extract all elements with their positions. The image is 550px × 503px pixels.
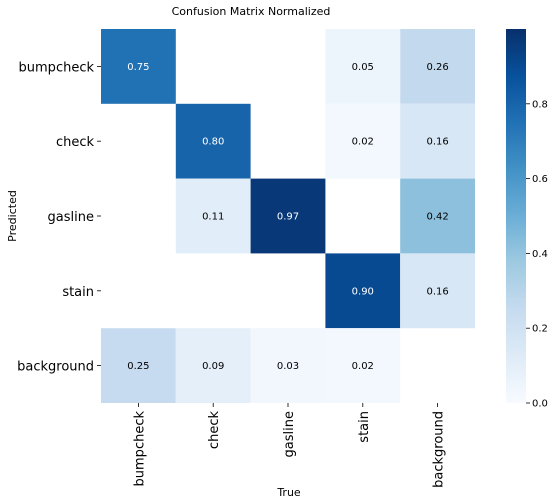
heatmap-cells bbox=[101, 29, 475, 403]
chart-title: Confusion Matrix Normalized bbox=[172, 5, 331, 18]
heatmap-cell bbox=[101, 29, 176, 104]
cell-value-label: 0.11 bbox=[202, 212, 224, 223]
heatmap-cell bbox=[175, 328, 251, 403]
x-tick-label: background bbox=[432, 411, 447, 488]
heatmap-cell bbox=[325, 29, 401, 104]
heatmap-cell bbox=[325, 103, 401, 179]
x-tick-label: check bbox=[207, 411, 222, 450]
colorbar-tick-label: 0.6 bbox=[532, 174, 548, 185]
x-tick-label: bumpcheck bbox=[132, 411, 147, 487]
cell-value-label: 0.75 bbox=[127, 62, 149, 73]
colorbar bbox=[506, 29, 526, 403]
y-axis-ticks: bumpcheck check gasline stain background bbox=[17, 60, 101, 375]
heatmap-cell bbox=[250, 328, 326, 403]
y-tick-label: check bbox=[56, 135, 95, 150]
colorbar-tick-label: 0.8 bbox=[532, 99, 548, 110]
heatmap-cell bbox=[175, 103, 251, 179]
heatmap-cell bbox=[400, 29, 475, 104]
heatmap-cell bbox=[325, 253, 401, 329]
colorbar-tick-label: 0.0 bbox=[532, 399, 548, 410]
colorbar-ticks: 0.0 0.2 0.4 0.6 0.8 bbox=[526, 99, 548, 410]
cell-value-label: 0.26 bbox=[426, 62, 448, 73]
cell-value-label: 0.90 bbox=[352, 286, 374, 297]
cell-value-label: 0.02 bbox=[352, 137, 374, 148]
cell-value-label: 0.25 bbox=[127, 361, 149, 372]
cell-value-label: 0.05 bbox=[352, 62, 374, 73]
cell-value-label: 0.42 bbox=[426, 212, 448, 223]
x-tick-label: stain bbox=[357, 411, 372, 443]
y-tick-label: stain bbox=[62, 285, 94, 300]
cell-value-label: 0.03 bbox=[277, 361, 299, 372]
y-tick-label: gasline bbox=[48, 210, 94, 225]
y-tick-label: bumpcheck bbox=[19, 60, 95, 75]
x-axis-label: True bbox=[276, 486, 301, 499]
cell-value-label: 0.16 bbox=[426, 137, 448, 148]
colorbar-tick-label: 0.4 bbox=[532, 249, 548, 260]
x-axis-ticks: bumpcheck check gasline stain background bbox=[132, 403, 447, 488]
heatmap-cell bbox=[400, 253, 475, 329]
heatmap-cell bbox=[101, 328, 176, 403]
y-axis-label: Predicted bbox=[6, 190, 19, 242]
cell-value-label: 0.80 bbox=[202, 137, 224, 148]
cell-value-label: 0.02 bbox=[352, 361, 374, 372]
heatmap-cell bbox=[175, 178, 251, 254]
heatmap-cell-labels: 0.75 0.05 0.26 0.80 0.02 0.16 0.11 0.97 0.42 0.90… bbox=[127, 62, 448, 372]
heatmap-cell bbox=[250, 178, 326, 254]
heatmap-cell bbox=[400, 103, 475, 179]
y-tick-label: background bbox=[17, 360, 94, 375]
cell-value-label: 0.97 bbox=[277, 212, 299, 223]
cell-value-label: 0.16 bbox=[426, 286, 448, 297]
heatmap-cell bbox=[400, 178, 475, 254]
colorbar-tick-label: 0.2 bbox=[532, 324, 548, 335]
cell-value-label: 0.09 bbox=[202, 361, 224, 372]
x-tick-label: gasline bbox=[282, 411, 297, 457]
heatmap-cell bbox=[325, 328, 401, 403]
